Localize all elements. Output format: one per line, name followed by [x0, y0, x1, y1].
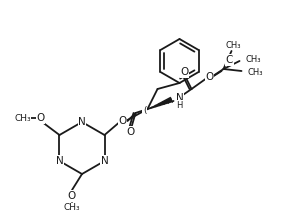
Text: N: N [101, 156, 108, 166]
Text: N: N [55, 156, 63, 166]
Text: N: N [176, 93, 183, 103]
Text: CH₃: CH₃ [246, 55, 261, 64]
Text: O: O [127, 127, 135, 137]
Text: O: O [118, 116, 127, 126]
Text: C: C [226, 55, 233, 65]
Text: CH₃: CH₃ [14, 113, 31, 122]
Text: CH₃: CH₃ [248, 67, 263, 76]
Text: O: O [36, 113, 45, 123]
Text: O: O [68, 191, 76, 201]
Text: H: H [176, 101, 183, 110]
Text: O: O [205, 72, 214, 82]
Text: O: O [180, 67, 189, 77]
Text: N: N [78, 117, 86, 127]
Text: CH₃: CH₃ [226, 40, 241, 49]
Polygon shape [147, 97, 172, 109]
Text: (: ( [143, 106, 146, 114]
Text: CH₃: CH₃ [64, 204, 80, 213]
